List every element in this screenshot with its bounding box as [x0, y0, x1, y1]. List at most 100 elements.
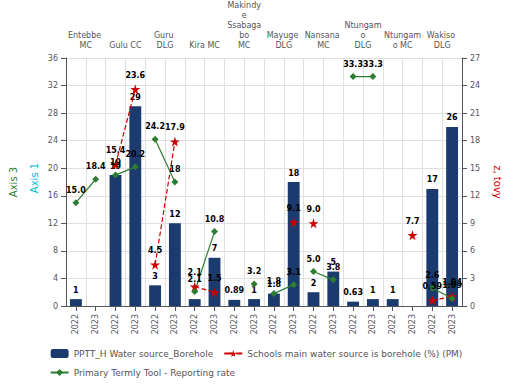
svg-text:7: 7: [212, 244, 218, 253]
svg-text:2022: 2022: [309, 314, 318, 334]
svg-text:2023: 2023: [368, 314, 377, 334]
svg-text:2023: 2023: [329, 314, 338, 334]
svg-text:z, tovy: z, tovy: [492, 165, 503, 199]
svg-text:2023: 2023: [91, 314, 100, 334]
svg-text:9: 9: [470, 219, 475, 228]
svg-text:Gulu CC: Gulu CC: [109, 41, 142, 50]
svg-text:0.59: 0.59: [422, 282, 442, 291]
svg-text:MC: MC: [238, 41, 251, 50]
svg-text:26: 26: [447, 113, 459, 122]
svg-text:2023: 2023: [250, 314, 259, 334]
svg-text:DLG: DLG: [275, 41, 292, 50]
svg-text:o: o: [361, 31, 366, 40]
svg-text:DLG: DLG: [434, 41, 451, 50]
svg-text:Mayuge: Mayuge: [267, 31, 301, 40]
svg-text:e: e: [242, 11, 247, 20]
svg-text:Guru: Guru: [154, 31, 176, 40]
svg-text:MC: MC: [317, 41, 330, 50]
svg-text:Axis 1: Axis 1: [29, 163, 40, 193]
svg-text:2022: 2022: [151, 314, 160, 334]
svg-text:33.3: 33.3: [343, 60, 363, 69]
svg-text:21: 21: [470, 109, 480, 118]
svg-text:28: 28: [48, 109, 58, 118]
svg-text:18: 18: [169, 165, 181, 174]
svg-text:4: 4: [53, 274, 58, 283]
svg-text:1.5: 1.5: [207, 274, 222, 283]
svg-text:Schools main water source is b: Schools main water source is borehole (%…: [247, 349, 462, 359]
svg-text:0: 0: [53, 302, 58, 311]
svg-text:Kira MC: Kira MC: [189, 41, 220, 50]
svg-text:1: 1: [370, 286, 376, 295]
svg-text:2022: 2022: [71, 314, 80, 334]
svg-text:DLG: DLG: [157, 41, 174, 50]
svg-text:1.09: 1.09: [442, 281, 462, 290]
svg-text:o MC: o MC: [393, 41, 413, 50]
svg-text:PPTT_H Water source_Borehole: PPTT_H Water source_Borehole: [74, 349, 214, 359]
svg-text:3: 3: [470, 274, 475, 283]
svg-text:2023: 2023: [210, 314, 219, 334]
svg-text:4.5: 4.5: [148, 246, 163, 255]
svg-text:24: 24: [470, 81, 480, 90]
svg-text:10.8: 10.8: [205, 215, 225, 224]
svg-text:Ssabaga: Ssabaga: [227, 21, 261, 30]
svg-text:32: 32: [48, 81, 58, 90]
svg-text:15.0: 15.0: [66, 186, 86, 195]
svg-text:Axis 3: Axis 3: [8, 167, 19, 197]
svg-text:24: 24: [48, 136, 58, 145]
svg-text:6: 6: [470, 246, 475, 255]
svg-text:17: 17: [427, 175, 438, 184]
svg-text:2022: 2022: [428, 314, 437, 334]
svg-text:24.2: 24.2: [145, 122, 165, 131]
svg-text:18: 18: [470, 136, 480, 145]
svg-text:MC: MC: [80, 41, 93, 50]
svg-text:Wakiso: Wakiso: [427, 31, 458, 40]
svg-text:2: 2: [311, 279, 317, 288]
svg-text:2.6: 2.6: [425, 271, 440, 280]
svg-text:Entebbe: Entebbe: [68, 31, 104, 40]
svg-text:18.4: 18.4: [86, 162, 106, 171]
svg-text:2023: 2023: [170, 314, 179, 334]
svg-text:20: 20: [48, 164, 58, 173]
svg-text:19: 19: [110, 158, 122, 167]
svg-text:36: 36: [48, 54, 58, 63]
svg-text:23.6: 23.6: [125, 71, 145, 80]
svg-text:2022: 2022: [190, 314, 199, 334]
svg-text:0: 0: [470, 302, 475, 311]
svg-text:2022: 2022: [349, 314, 358, 334]
svg-text:2023: 2023: [448, 314, 457, 334]
svg-text:3.1: 3.1: [287, 268, 302, 277]
svg-text:2022: 2022: [230, 314, 239, 334]
svg-text:1: 1: [390, 286, 396, 295]
svg-text:18: 18: [288, 169, 300, 178]
svg-text:17.9: 17.9: [165, 123, 185, 132]
svg-text:16: 16: [48, 191, 58, 200]
svg-text:1: 1: [73, 286, 79, 295]
svg-text:2022: 2022: [269, 314, 278, 334]
svg-text:15.4: 15.4: [106, 146, 126, 155]
svg-text:1.8: 1.8: [267, 277, 282, 286]
svg-text:2023: 2023: [408, 314, 417, 334]
svg-text:2022: 2022: [388, 314, 397, 334]
svg-text:33.3: 33.3: [363, 60, 383, 69]
svg-text:Makindy: Makindy: [227, 1, 261, 10]
svg-text:8: 8: [53, 246, 58, 255]
svg-text:0.63: 0.63: [343, 288, 363, 297]
svg-text:29: 29: [130, 93, 142, 102]
svg-text:2.1: 2.1: [188, 275, 203, 284]
svg-text:DLG: DLG: [355, 41, 372, 50]
svg-text:7.7: 7.7: [405, 217, 419, 226]
svg-text:15: 15: [470, 164, 480, 173]
svg-text:9.1: 9.1: [287, 204, 302, 213]
svg-text:Ntungam: Ntungam: [344, 21, 381, 30]
svg-text:0.89: 0.89: [224, 286, 244, 295]
svg-text:2023: 2023: [289, 314, 298, 334]
svg-text:2023: 2023: [131, 314, 140, 334]
svg-text:3: 3: [152, 272, 158, 281]
svg-text:20.2: 20.2: [125, 150, 145, 159]
svg-text:12: 12: [169, 210, 180, 219]
svg-text:3.8: 3.8: [326, 263, 341, 272]
svg-text:2022: 2022: [111, 314, 120, 334]
svg-text:Primary Termly Tool - Reportin: Primary Termly Tool - Reporting rate: [74, 368, 236, 378]
svg-text:3.2: 3.2: [247, 267, 261, 276]
svg-text:9.0: 9.0: [306, 205, 321, 214]
